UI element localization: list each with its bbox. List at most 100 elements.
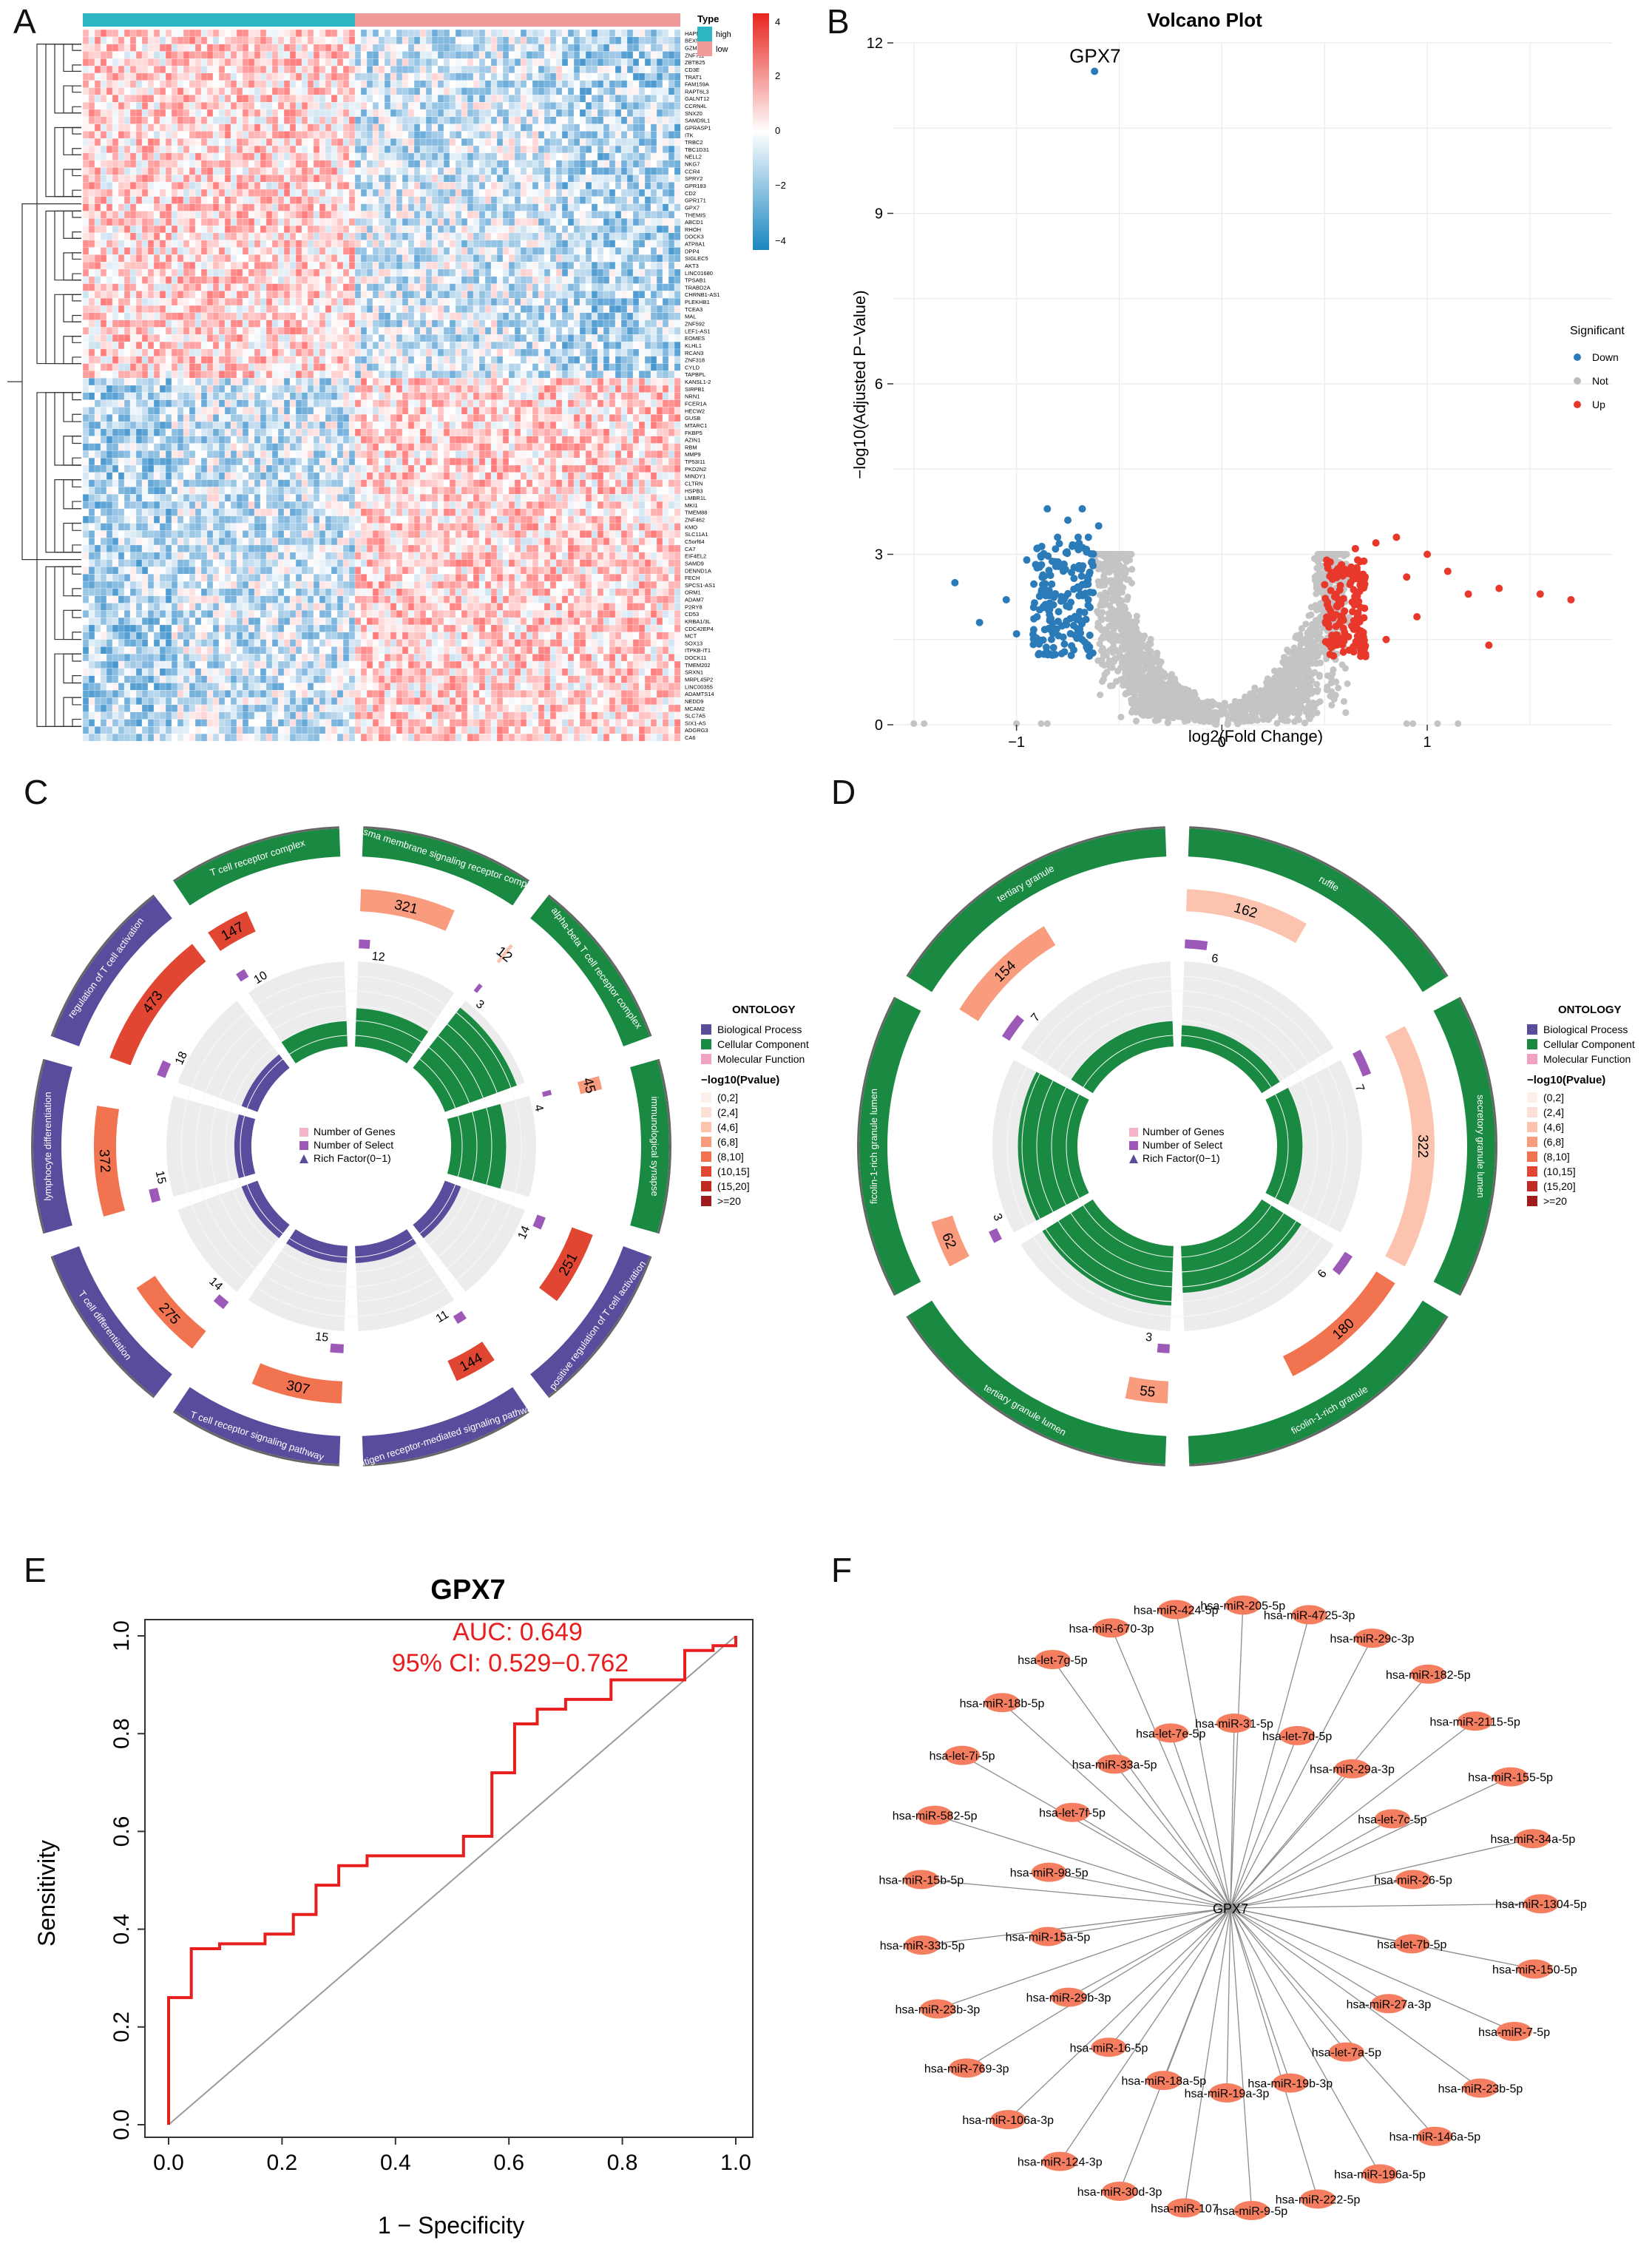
heatmap-cell	[549, 36, 557, 44]
heatmap-cell	[106, 189, 113, 197]
heatmap-cell	[478, 327, 486, 335]
heatmap-cell	[402, 371, 409, 379]
heatmap-cell	[183, 378, 190, 386]
heatmap-cell	[473, 72, 480, 81]
heatmap-cell	[165, 240, 172, 248]
heatmap-cell	[366, 102, 373, 110]
heatmap-cell	[271, 152, 279, 161]
heatmap-cell	[265, 87, 273, 95]
heatmap-cell	[508, 181, 515, 190]
heatmap-cell	[88, 189, 95, 197]
heatmap-cell	[325, 218, 332, 226]
heatmap-cell	[183, 363, 190, 371]
heatmap-cell	[212, 261, 220, 270]
heatmap-cell	[467, 87, 474, 95]
heatmap-cell	[573, 181, 580, 190]
heatmap-cell	[159, 218, 166, 226]
heatmap-cell	[94, 203, 101, 212]
heatmap-cell	[260, 298, 267, 306]
heatmap-cell	[638, 305, 646, 314]
heatmap-cell	[254, 211, 261, 219]
heatmap-cell	[514, 58, 521, 67]
heatmap-cell	[224, 218, 231, 226]
heatmap-cell	[490, 211, 498, 219]
heatmap-cell	[437, 291, 444, 299]
heatmap-cell	[165, 211, 172, 219]
heatmap-cell	[449, 240, 456, 248]
heatmap-cell	[449, 196, 456, 204]
heatmap-cell	[467, 102, 474, 110]
heatmap-cell	[449, 283, 456, 291]
heatmap-cell	[396, 29, 403, 38]
heatmap-cell	[106, 87, 113, 95]
heatmap-cell	[478, 181, 486, 190]
heatmap-cell	[218, 268, 226, 277]
heatmap-cell	[585, 203, 592, 212]
heatmap-cell	[538, 247, 545, 255]
heatmap-cell	[473, 232, 480, 241]
heatmap-cell	[313, 363, 320, 371]
heatmap-cell	[236, 124, 243, 132]
heatmap-cell	[159, 305, 166, 314]
heatmap-cell	[561, 247, 569, 255]
heatmap-cell	[484, 109, 492, 118]
heatmap-cell	[508, 109, 515, 118]
heatmap-cell	[490, 341, 498, 350]
heatmap-cell	[123, 341, 131, 350]
heatmap-cell	[366, 138, 373, 146]
heatmap-cell	[644, 334, 651, 342]
heatmap-cell	[360, 124, 368, 132]
heatmap-cell	[490, 298, 498, 306]
heatmap-cell	[271, 181, 279, 190]
heatmap-cell	[183, 29, 190, 38]
heatmap-cell	[407, 341, 415, 350]
heatmap-cell	[171, 298, 178, 306]
heatmap-cell	[626, 225, 634, 234]
heatmap-cell	[336, 319, 344, 328]
heatmap-cell	[579, 44, 586, 52]
heatmap-cell	[265, 131, 273, 139]
heatmap-cell	[224, 334, 231, 342]
heatmap-cell	[135, 189, 143, 197]
heatmap-cell	[94, 268, 101, 277]
heatmap-cell	[236, 189, 243, 197]
heatmap-cell	[425, 218, 433, 226]
heatmap-cell	[372, 80, 379, 88]
heatmap-cell	[402, 261, 409, 270]
heatmap-cell	[123, 305, 131, 314]
heatmap-cell	[177, 51, 184, 59]
heatmap-cell	[342, 29, 350, 38]
heatmap-cell	[313, 181, 320, 190]
heatmap-cell	[484, 356, 492, 364]
heatmap-cell	[260, 254, 267, 263]
heatmap-cell	[129, 95, 137, 103]
heatmap-cell	[242, 319, 249, 328]
heatmap-cell	[82, 240, 89, 248]
heatmap-cell	[129, 378, 137, 386]
heatmap-cell	[212, 348, 220, 357]
heatmap-cell	[538, 261, 545, 270]
heatmap-cell	[88, 312, 95, 321]
heatmap-cell	[532, 160, 539, 168]
heatmap-cell	[159, 36, 166, 44]
heatmap-cell	[277, 356, 285, 364]
heatmap-cell	[372, 312, 379, 321]
heatmap-cell	[212, 312, 220, 321]
heatmap-cell	[461, 261, 468, 270]
heatmap-cell	[508, 261, 515, 270]
heatmap-cell	[236, 80, 243, 88]
heatmap-cell	[632, 247, 640, 255]
heatmap-cell	[189, 341, 196, 350]
heatmap-cell	[455, 291, 462, 299]
heatmap-cell	[514, 254, 521, 263]
heatmap-cell	[378, 283, 385, 291]
heatmap-cell	[496, 116, 504, 124]
heatmap-cell	[106, 276, 113, 284]
heatmap-cell	[413, 305, 421, 314]
heatmap-cell	[419, 131, 427, 139]
heatmap-cell	[603, 240, 610, 248]
heatmap-cell	[609, 116, 616, 124]
heatmap-cell	[413, 181, 421, 190]
heatmap-cell	[490, 254, 498, 263]
heatmap-cell	[478, 109, 486, 118]
